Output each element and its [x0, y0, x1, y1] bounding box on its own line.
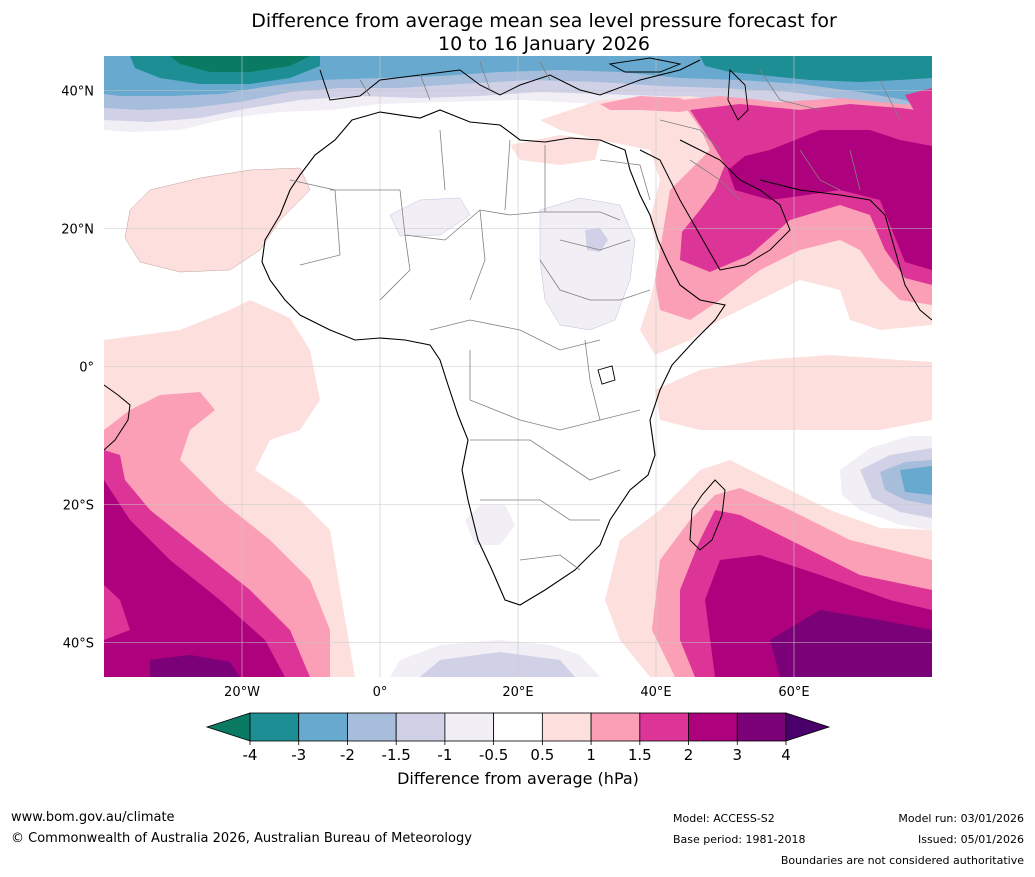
colorbar-extend-max [785, 712, 831, 742]
africa-coastline [261, 109, 726, 606]
colorbar-box [249, 712, 300, 742]
lat-label: 40°S [63, 637, 94, 652]
latitude-labels: 40°N 20°N 0° 20°S 40°S [61, 85, 94, 652]
anomaly-arabia-pink-north [600, 96, 700, 112]
colorbar-box [688, 712, 738, 742]
graticule [104, 56, 932, 677]
arabia-coastline [639, 139, 791, 271]
anomaly-east-madagascar-core [900, 466, 932, 495]
model-text: Model: ACCESS-S2 [673, 812, 775, 825]
colorbar-tick-label: 3 [732, 746, 742, 764]
caspian-sea-outline [727, 68, 749, 121]
anomaly-egypt-weak-positive [510, 135, 600, 165]
colorbar-box [444, 712, 495, 742]
title-line-1: Difference from average mean sea level p… [251, 10, 837, 32]
colorbar-box [639, 712, 689, 742]
colorbar-tick-label: -4 [243, 746, 258, 764]
anomaly-south-atlantic-deepest [150, 655, 240, 677]
title-line-2: 10 to 16 January 2026 [438, 33, 650, 55]
anomaly-sudan-negative-core [585, 228, 608, 252]
colorbar-tick-label: -1 [437, 746, 452, 764]
anomaly-sahara-weak-negative [389, 197, 471, 237]
colorbar-box [395, 712, 446, 742]
anomaly-north-dark-teal [170, 56, 310, 72]
lat-label: 20°S [63, 499, 94, 514]
colorbar: -4 -3 -2 -1.5 -1 -0.5 0.5 1 1.5 2 3 4 [205, 712, 831, 764]
anomaly-equatorial-indian-positive [655, 355, 932, 430]
lon-label: 60°E [778, 685, 809, 700]
lat-label: 0° [79, 361, 94, 376]
colorbar-tick-label: -1.5 [382, 746, 411, 764]
colorbar-tick-label: -0.5 [479, 746, 508, 764]
base-period-text: Base period: 1981-2018 [673, 833, 806, 846]
colorbar-tick-label: -3 [291, 746, 306, 764]
colorbar-tick-label: 2 [684, 746, 694, 764]
anomaly-south-atlantic-pocket [104, 585, 130, 640]
chart-title: Difference from average mean sea level p… [104, 10, 984, 56]
anomaly-sudan-weak-negative [539, 197, 636, 331]
website-link[interactable]: www.bom.gov.au/climate [11, 810, 175, 825]
colorbar-box [347, 712, 397, 742]
disclaimer-text: Boundaries are not considered authoritat… [780, 854, 1024, 867]
issued-text: Issued: 05/01/2026 [917, 833, 1024, 846]
lon-label: 20°W [224, 685, 260, 700]
lon-label: 20°E [502, 685, 533, 700]
anomaly-south-atlantic-strong [104, 480, 285, 677]
map-panel [104, 56, 932, 677]
colorbar-extend-min [205, 712, 251, 742]
anomaly-arabia-strong [728, 130, 932, 270]
colorbar-box [298, 712, 348, 742]
colorbar-tick-label: -2 [340, 746, 355, 764]
black-sea-outline [608, 57, 682, 73]
colorbar-title: Difference from average (hPa) [397, 769, 639, 788]
anomaly-india-deep [905, 88, 932, 115]
lon-label: 40°E [640, 685, 671, 700]
south-asia-coastline [759, 179, 932, 321]
anomaly-north-teal [130, 56, 932, 84]
colorbar-box [590, 712, 641, 742]
colorbar-tick-label: 0.5 [530, 746, 554, 764]
lat-label: 40°N [61, 85, 94, 100]
lat-label: 20°N [61, 223, 94, 238]
south-america-coastline [104, 384, 131, 451]
lake-victoria [597, 365, 616, 385]
longitude-labels: 20°W 0° 20°E 40°E 60°E [224, 685, 810, 700]
colorbar-box [493, 712, 543, 742]
anomaly-north-atlantic-weak-positive [124, 167, 311, 273]
model-run-text: Model run: 03/01/2026 [898, 812, 1024, 825]
anomaly-southern-ocean-negative [420, 652, 575, 677]
anomaly-southern-africa-weak-negative [465, 505, 515, 545]
colorbar-box [541, 712, 592, 742]
colorbar-tick-label: 1 [586, 746, 596, 764]
colorbar-tick-label: 1.5 [628, 746, 652, 764]
anomaly-sw-indian-deepest [770, 610, 932, 677]
colorbar-tick-label: 4 [781, 746, 791, 764]
colorbar-box [736, 712, 787, 742]
madagascar-outline [689, 479, 726, 551]
lon-label: 0° [373, 685, 388, 700]
copyright-text: © Commonwealth of Australia 2026, Austra… [11, 831, 472, 846]
country-borders [289, 61, 901, 571]
